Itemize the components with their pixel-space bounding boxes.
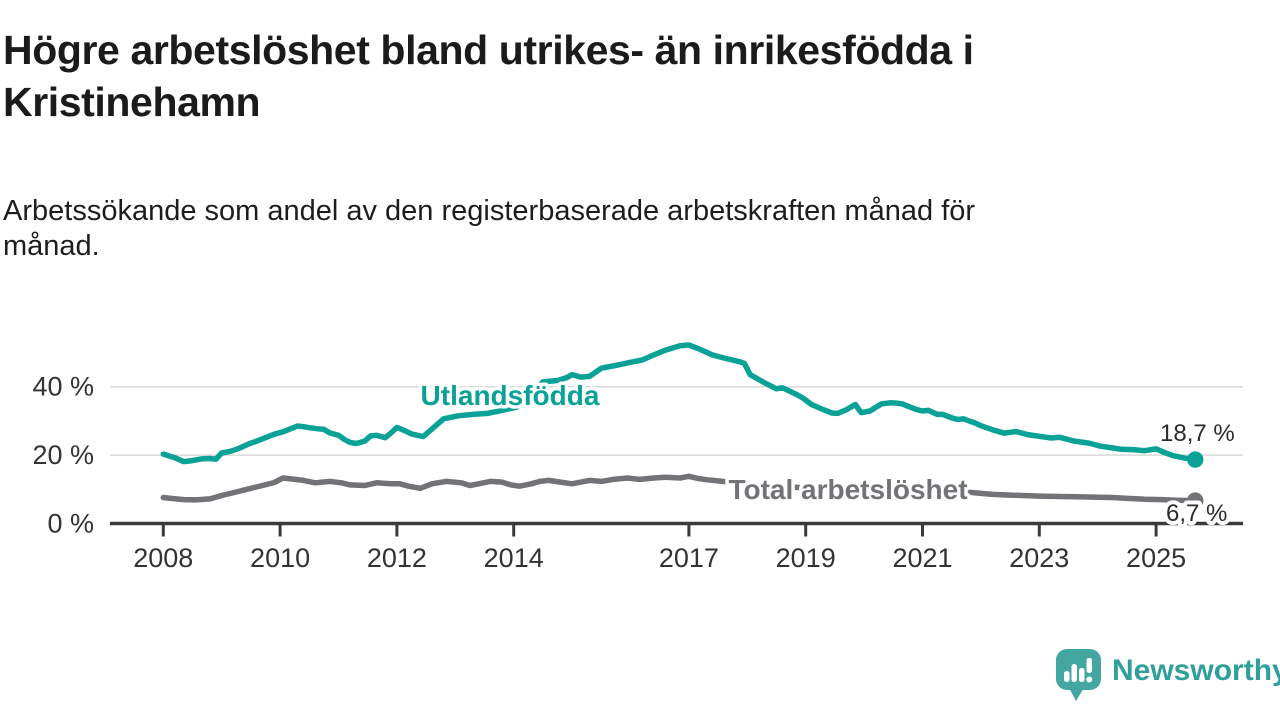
end-value-label-total: 6,7 % — [1166, 500, 1227, 527]
x-tick-label-2008: 2008 — [133, 543, 193, 573]
page-subtitle-line-2: månad. — [3, 230, 100, 262]
page-title: Högre arbetslöshet bland utrikes- än inr… — [3, 24, 1253, 128]
page-subtitle: Arbetssökande som andel av den registerb… — [3, 194, 1223, 264]
x-tick-label-2014: 2014 — [484, 543, 544, 573]
x-tick-label-2010: 2010 — [250, 543, 310, 573]
newsworthy-logo-icon — [1056, 649, 1101, 701]
series-end-dot-utlandsfodda — [1187, 451, 1204, 468]
y-tick-label-40: 40 % — [32, 372, 94, 402]
x-tick-label-2019: 2019 — [776, 543, 836, 573]
x-tick-label-2023: 2023 — [1009, 543, 1069, 573]
series-label-total: Total arbetslöshet — [728, 474, 967, 505]
x-tick-label-2012: 2012 — [367, 543, 427, 573]
page-subtitle-line-1: Arbetssökande som andel av den registerb… — [3, 195, 976, 227]
end-value-label-utlandsfodda: 18,7 % — [1160, 420, 1235, 447]
newsworthy-brand: Newsworthy — [1055, 648, 1280, 702]
series-line-utlandsfodda — [160, 342, 1198, 465]
series-line-total — [160, 473, 1198, 504]
page-title-line-1: Högre arbetslöshet bland utrikes- än inr… — [3, 27, 974, 73]
x-tick-label-2025: 2025 — [1126, 543, 1186, 573]
newsworthy-logo-text: Newsworthy — [1112, 654, 1280, 687]
series-end-dot-total — [1187, 492, 1204, 509]
page-title-line-2: Kristinehamn — [3, 79, 261, 125]
x-tick-label-2021: 2021 — [892, 543, 952, 573]
y-tick-label-20: 20 % — [32, 440, 94, 470]
y-tick-label-0: 0 % — [47, 509, 94, 539]
series-label-utlandsfodda: Utlandsfödda — [421, 380, 600, 411]
x-tick-label-2017: 2017 — [659, 543, 719, 573]
